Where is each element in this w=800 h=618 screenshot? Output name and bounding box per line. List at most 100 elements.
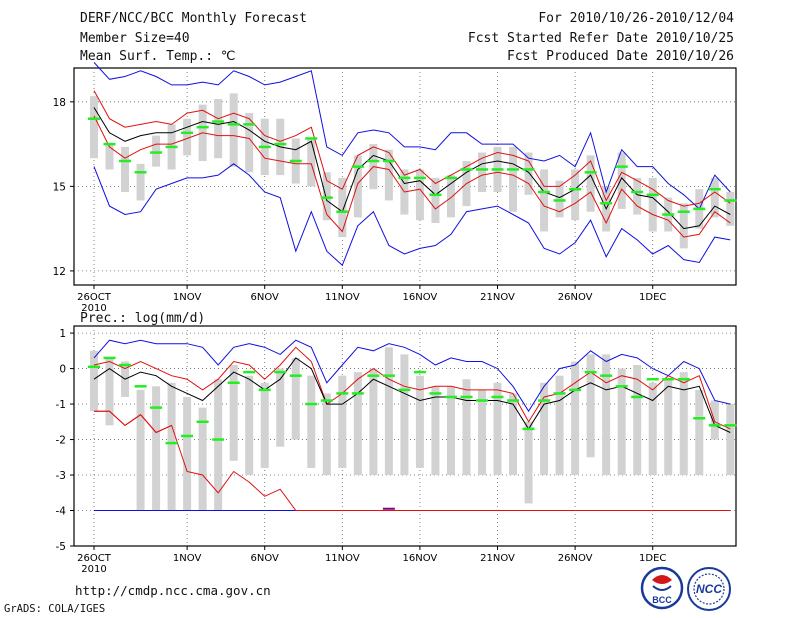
temp-xtick-label: 26NOV (558, 292, 593, 303)
prec-spread-box (555, 375, 564, 476)
prec-spread-box (617, 368, 626, 476)
temp-spread-box (540, 169, 549, 232)
prec-spread-box (524, 421, 533, 504)
prec-spread-box (167, 382, 176, 511)
prec-spread-box (307, 375, 316, 468)
prec-spread-box (695, 389, 704, 476)
bcc-logo-text: BCC (652, 595, 672, 605)
prec-spread-box (633, 365, 642, 476)
grads-credit: GrADS: COLA/IGES (4, 603, 106, 615)
prec-spread-box (462, 379, 471, 476)
forecast-period: For 2010/10/26-2010/12/04 (538, 11, 734, 26)
prec-spread-box (276, 368, 285, 447)
prec-xtick-label: 1DEC (639, 553, 666, 564)
prec-spread-box (322, 393, 331, 476)
prec-year-label: 2010 (81, 564, 106, 575)
prec-spread-box (446, 386, 455, 476)
temp-spread-box (214, 99, 223, 159)
prec-ytick-label: -3 (56, 470, 66, 482)
temp-spread-box (183, 118, 192, 156)
prec-xtick-label: 21NOV (480, 553, 515, 564)
temp-ytick-label: 18 (53, 97, 66, 109)
temp-line-max (93, 62, 731, 210)
prec-spread-box (152, 386, 161, 511)
temp-spread-box (586, 155, 595, 212)
temp-spread-box (245, 113, 254, 173)
prec-spread-box (136, 389, 145, 511)
prec-spread-box (214, 379, 223, 511)
prec-spread-box (648, 382, 657, 476)
temp-spread-box (90, 96, 98, 159)
temp-spread-box (648, 177, 657, 232)
prec-spread-box (478, 389, 486, 476)
prec-xtick-label: 1NOV (173, 553, 202, 564)
forecast-produced-date: Fcst Produced Date 2010/10/26 (507, 49, 734, 64)
temp-spread-box (524, 152, 533, 195)
prec-spread-box (400, 354, 409, 476)
prec-ytick-label: 1 (59, 328, 66, 340)
prec-xtick-label: 16NOV (403, 553, 438, 564)
temp-xtick-label: 6NOV (251, 292, 280, 303)
prec-line-q10 (94, 410, 731, 511)
temp-spread-box (136, 163, 145, 201)
prec-line-upper (93, 346, 731, 430)
temp-spread-box (509, 146, 518, 212)
prec-spread-box (726, 404, 735, 476)
temp-line-min (93, 163, 731, 267)
prec-spread-box (369, 368, 378, 476)
prec-spread-box (602, 354, 611, 476)
prec-ytick-label: -1 (56, 399, 66, 411)
temp-ytick-label: 15 (53, 181, 66, 193)
source-url[interactable]: http://cmdp.ncc.cma.gov.cn (75, 583, 271, 598)
prec-ytick-label: -2 (56, 435, 66, 447)
prec-spread-box (90, 350, 98, 412)
temp-spread-box (105, 144, 114, 170)
variable-label-prec: Prec.: log(mm/d) (80, 311, 205, 326)
temp-spread-box (617, 152, 626, 209)
temp-xtick-label: 16NOV (403, 292, 438, 303)
prec-ytick-label: -4 (56, 506, 67, 518)
prec-spread-box (431, 386, 440, 476)
temp-spread-box (152, 135, 161, 167)
temp-spread-box (555, 180, 564, 218)
temp-ytick-label: 12 (53, 266, 66, 278)
temp-xtick-label: 1DEC (639, 292, 666, 303)
temp-spread-box (726, 192, 735, 226)
member-size: Member Size=40 (80, 31, 190, 46)
prec-spread-box (415, 375, 424, 468)
temp-spread-box (633, 177, 642, 215)
prec-spread-box (260, 382, 269, 468)
temp-line-mean (93, 107, 731, 230)
prec-spread-box (509, 393, 518, 476)
temp-line-upper (93, 90, 731, 207)
bcc-logo: BCC (640, 566, 684, 610)
prec-spread-box (291, 357, 300, 440)
prec-spread-box (353, 372, 362, 476)
temp-panel: 12 15 18 26OCT 1NOV 6NOV 11NOV 16NOV 21NOV 26NOV 1… (53, 62, 737, 314)
prec-line-lower (94, 410, 172, 434)
prec-spread-box (338, 375, 347, 468)
temp-spread-box (322, 172, 331, 221)
prec-spread-box (586, 354, 595, 458)
temp-xtick-label: 26OCT (77, 292, 112, 303)
temp-spread-box (353, 155, 362, 218)
prec-line-max (93, 339, 731, 413)
prec-spread-box (198, 407, 207, 511)
prec-spread-box (183, 396, 192, 511)
prec-spread-box (229, 365, 238, 461)
temp-line-lower (93, 115, 731, 238)
prec-spread-box (664, 379, 673, 476)
temp-xtick-label: 21NOV (480, 292, 515, 303)
prec-panel: -5 -4 -3 -2 -1 0 1 26OCT 1NOV 6NOV 11NOV 16NOV 21NOV… (56, 311, 737, 575)
prec-spread-box (105, 357, 114, 426)
temp-spread-box (229, 93, 238, 167)
temp-spread-box (415, 169, 424, 221)
prec-spread-box (679, 372, 688, 476)
temp-spread-box (571, 169, 580, 221)
prec-xtick-label: 6NOV (251, 553, 280, 564)
prec-xtick-label: 11NOV (325, 553, 360, 564)
prec-spread-box (710, 400, 719, 440)
temp-spread-box (121, 146, 130, 192)
prec-spread-box (571, 361, 580, 476)
